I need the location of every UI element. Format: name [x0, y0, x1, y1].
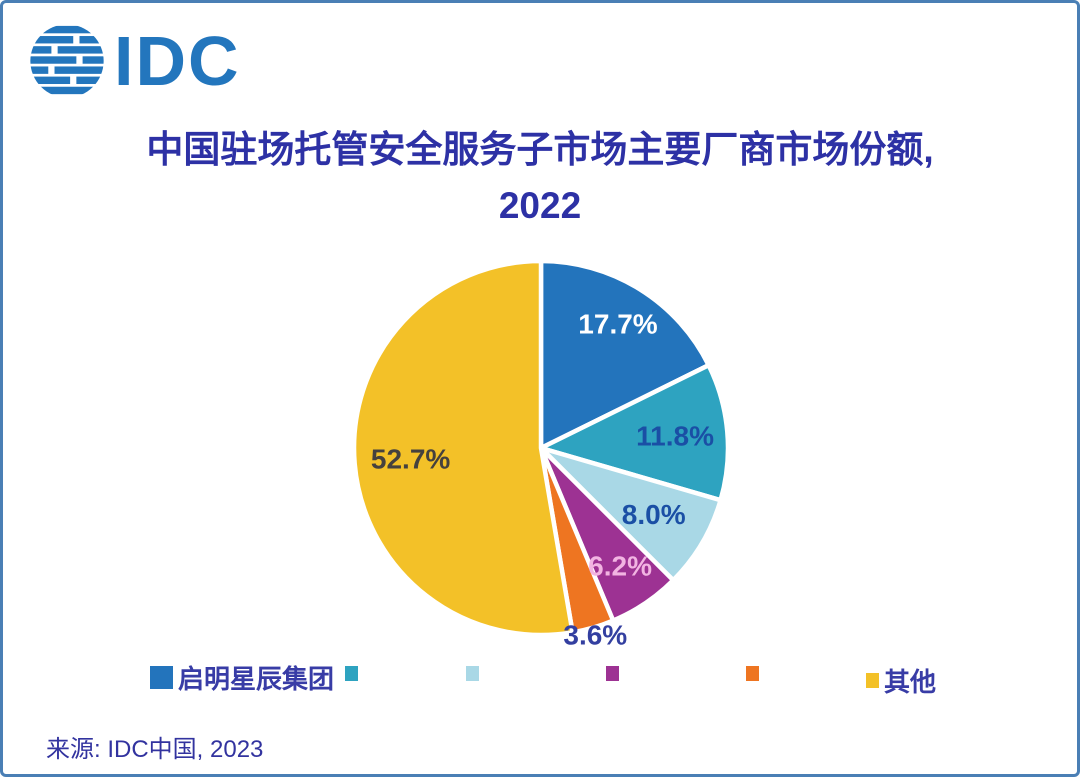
legend-swatch-icon [345, 666, 358, 681]
legend-swatch-icon [606, 666, 619, 681]
pie-slice-其他 [351, 258, 575, 638]
idc-logo: IDC [28, 22, 241, 100]
pie-slice-11.8% [538, 362, 731, 503]
pie-label-3.6%: 3.6% [563, 619, 627, 650]
legend-item-vendor-5 [746, 666, 759, 681]
legend-swatch-icon [866, 673, 879, 688]
pie-label-52.7%: 52.7% [371, 444, 450, 475]
pie-label-11.8%: 11.8% [636, 421, 714, 452]
idc-globe-icon [30, 25, 104, 95]
legend-item-其他: 其他 [866, 662, 936, 699]
chart-title-year: 2022 [498, 185, 582, 226]
legend-label: 其他 [884, 667, 937, 697]
legend-item-vendor-2 [345, 666, 358, 681]
legend-swatch-icon [466, 666, 479, 681]
legend-item-vendor-3 [466, 666, 479, 681]
pie-label-17.7%: 17.7% [578, 309, 657, 340]
source-note: 来源: IDC中国, 2023 [46, 736, 264, 763]
pie-chart: 17.7% 11.8% 8.0% 6.2% 3.6% 52.7% [351, 258, 731, 650]
pie-label-8.0%: 8.0% [622, 499, 686, 530]
chart-title: 中国驻场托管安全服务子市场主要厂商市场份额, 2022 [0, 122, 1080, 234]
pie-slice-启明星辰集团 [538, 258, 711, 451]
legend-swatch-icon [746, 666, 759, 681]
legend-item-启明星辰集团: 启明星辰集团 [150, 659, 334, 696]
legend-label: 启明星辰集团 [178, 664, 335, 694]
chart-title-line1: 中国驻场托管安全服务子市场主要厂商市场份额, [146, 129, 934, 170]
pie-label-6.2%: 6.2% [588, 551, 652, 582]
idc-logo-text: IDC [114, 22, 241, 100]
legend-swatch-icon [150, 666, 173, 689]
legend-item-vendor-4 [606, 666, 619, 681]
